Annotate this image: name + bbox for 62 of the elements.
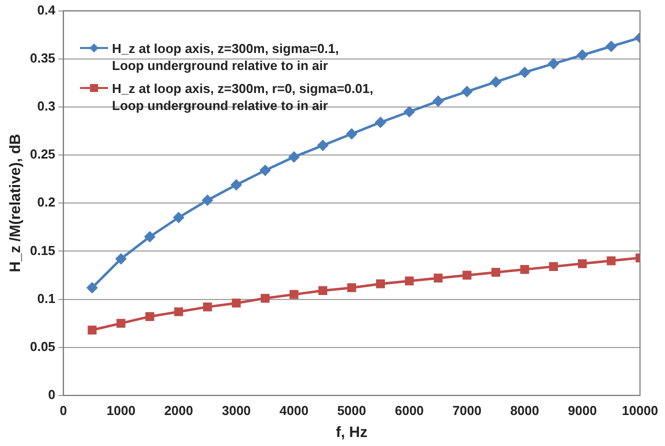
legend-label: H_z at loop axis, z=300m, sigma=0.1, Loop underground relative to in air <box>112 40 339 74</box>
x-tick-label: 0 <box>60 402 67 418</box>
y-tick-label: 0.4 <box>37 2 56 18</box>
point <box>347 283 356 292</box>
point <box>86 282 98 293</box>
point <box>318 286 328 296</box>
point <box>346 128 357 140</box>
x-tick-label: 9000 <box>568 402 597 418</box>
y-tick-label: 0.05 <box>30 338 56 354</box>
x-tick-label: 3000 <box>222 402 251 418</box>
point <box>203 302 212 312</box>
point <box>145 312 154 321</box>
x-tick-label: 6000 <box>394 402 424 418</box>
point <box>116 254 126 264</box>
point <box>491 268 500 277</box>
point <box>520 265 530 274</box>
x-tick-label: 1000 <box>106 402 136 418</box>
point <box>144 232 156 242</box>
point <box>318 140 328 151</box>
x-axis-title: f, Hz <box>336 424 368 442</box>
x-tick-label: 4000 <box>280 402 308 418</box>
point <box>260 165 270 176</box>
y-tick-label: 0.25 <box>30 146 56 162</box>
point <box>174 307 184 316</box>
point <box>231 180 242 190</box>
x-tick-label: 2000 <box>164 402 194 418</box>
y-tick-label: 0 <box>48 386 56 402</box>
point <box>116 318 126 328</box>
point <box>549 262 558 271</box>
point <box>288 152 300 162</box>
y-tick-label: 0.35 <box>30 50 56 66</box>
point <box>290 290 298 299</box>
point <box>578 259 587 268</box>
y-tick-label: 0.15 <box>30 242 56 258</box>
y-tick-label: 0.1 <box>37 290 56 306</box>
x-tick-label: 5000 <box>337 402 366 418</box>
x-tick-label: 10000 <box>622 402 658 418</box>
y-tick-label: 0.2 <box>37 194 56 210</box>
point <box>202 194 213 206</box>
y-axis-title: H_z /M(relative), dB <box>7 134 24 272</box>
point <box>432 96 444 106</box>
point <box>490 76 502 88</box>
point <box>462 270 472 280</box>
point <box>232 298 241 308</box>
point <box>375 117 386 128</box>
point <box>260 294 270 303</box>
point <box>434 274 443 283</box>
point <box>404 276 414 286</box>
x-tick-label: 7000 <box>452 402 482 418</box>
point <box>548 58 559 69</box>
point <box>519 67 530 78</box>
point <box>462 86 472 97</box>
point <box>606 41 616 52</box>
legend-label: H_z at loop axis, z=300m, r=0, sigma=0.01, Loop underground relative to in air <box>112 80 374 114</box>
point <box>88 326 97 334</box>
point <box>577 50 588 60</box>
x-tick-label: 8000 <box>510 402 540 418</box>
point <box>404 106 415 118</box>
point <box>606 256 616 266</box>
y-tick-label: 0.3 <box>37 98 56 114</box>
point <box>173 212 184 223</box>
point <box>376 279 385 288</box>
